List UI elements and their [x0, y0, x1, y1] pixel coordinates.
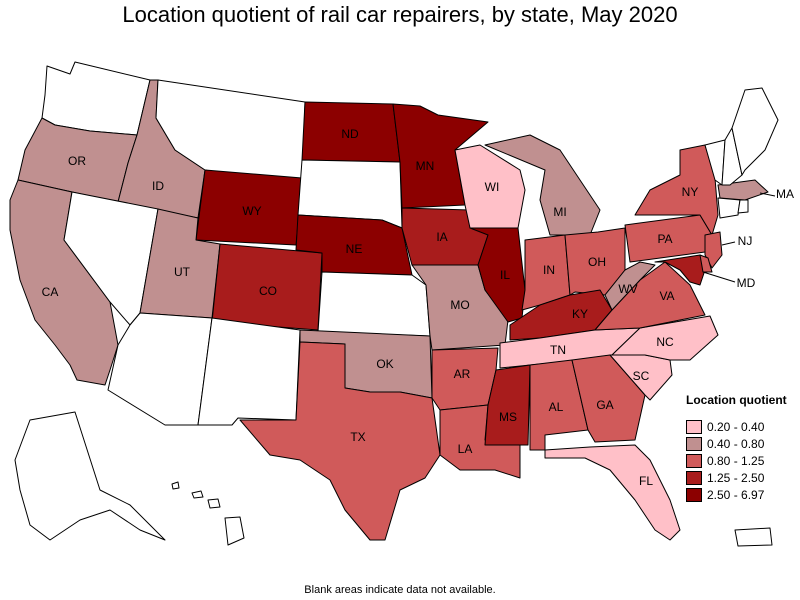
label-sc: SC	[633, 369, 650, 383]
label-nj: NJ	[738, 234, 753, 248]
label-md: MD	[737, 276, 756, 290]
legend-item: 2.50 - 6.97	[686, 486, 796, 503]
state-hi-1[interactable]	[171, 481, 180, 490]
state-de[interactable]	[699, 254, 713, 273]
state-ak[interactable]	[14, 411, 166, 541]
legend-swatch	[686, 419, 702, 434]
state-me[interactable]	[731, 87, 779, 176]
state-nm[interactable]	[197, 317, 301, 426]
label-nd: ND	[341, 127, 359, 141]
label-wi: WI	[485, 180, 500, 194]
label-wy: WY	[242, 204, 261, 218]
legend-label: 0.80 - 1.25	[707, 453, 765, 468]
legend-swatch	[686, 453, 702, 468]
state-az[interactable]	[107, 312, 213, 426]
legend: Location quotient 0.20 - 0.40 0.40 - 0.80…	[686, 393, 796, 503]
label-fl: FL	[639, 474, 653, 488]
nj-callout-line	[721, 241, 736, 246]
state-nh[interactable]	[721, 127, 743, 186]
state-pr[interactable]	[734, 527, 773, 547]
legend-label: 1.25 - 2.50	[707, 470, 765, 485]
legend-item: 0.80 - 1.25	[686, 452, 796, 469]
label-ar: AR	[454, 367, 471, 381]
label-wv: WV	[618, 282, 637, 296]
ma-callout-line	[759, 192, 776, 197]
legend-title: Location quotient	[686, 393, 787, 407]
state-nj[interactable]	[704, 231, 723, 269]
state-wi[interactable]	[454, 144, 526, 229]
state-hi-islands	[171, 481, 245, 546]
label-il: IL	[500, 268, 510, 282]
state-hi-2[interactable]	[191, 490, 204, 499]
label-ut: UT	[174, 265, 191, 279]
label-va: VA	[659, 289, 674, 303]
state-ms[interactable]	[484, 364, 531, 446]
state-wv[interactable]	[604, 261, 656, 311]
state-tx[interactable]	[239, 341, 441, 541]
state-mi[interactable]	[484, 134, 601, 236]
legend-label: 0.40 - 0.80	[707, 436, 765, 451]
state-il[interactable]	[469, 227, 526, 323]
label-nc: NC	[656, 335, 674, 349]
label-co: CO	[259, 284, 277, 298]
legend-item: 0.20 - 0.40	[686, 418, 796, 435]
map-title: Location quotient of rail car repairers,…	[122, 2, 678, 27]
state-hi-4[interactable]	[224, 516, 245, 546]
label-al: AL	[549, 400, 564, 414]
state-ks[interactable]	[317, 271, 431, 337]
footnote: Blank areas indicate data not available.	[304, 584, 496, 596]
label-ok: OK	[376, 357, 393, 371]
state-fl[interactable]	[544, 444, 681, 541]
legend-item: 0.40 - 0.80	[686, 435, 796, 452]
state-hi-3[interactable]	[207, 498, 221, 509]
label-tx: TX	[350, 430, 365, 444]
label-oh: OH	[588, 255, 606, 269]
label-ma: MA	[776, 187, 794, 201]
label-ms: MS	[499, 410, 517, 424]
label-mo: MO	[450, 298, 469, 312]
label-ia: IA	[436, 230, 447, 244]
legend-swatch	[686, 436, 702, 451]
state-ri[interactable]	[737, 199, 749, 214]
label-mi: MI	[553, 205, 566, 219]
label-ca: CA	[42, 285, 59, 299]
legend-swatch	[686, 470, 702, 485]
label-mn: MN	[416, 159, 435, 173]
legend-item: 1.25 - 2.50	[686, 469, 796, 486]
label-ga: GA	[596, 398, 613, 412]
legend-label: 2.50 - 6.97	[707, 487, 765, 502]
label-ny: NY	[682, 185, 699, 199]
md-callout-line	[702, 271, 736, 283]
label-in: IN	[543, 263, 555, 277]
legend-swatch	[686, 487, 702, 502]
label-id: ID	[152, 179, 164, 193]
label-tn: TN	[550, 343, 566, 357]
label-la: LA	[458, 442, 473, 456]
legend-label: 0.20 - 0.40	[707, 419, 765, 434]
state-ct[interactable]	[717, 197, 741, 219]
legend-items: 0.20 - 0.40 0.40 - 0.80 0.80 - 1.25 1.25 - …	[686, 418, 796, 503]
label-ne: NE	[346, 242, 363, 256]
label-or: OR	[68, 154, 86, 168]
state-wa[interactable]	[41, 61, 151, 136]
label-ky: KY	[572, 307, 588, 321]
label-pa: PA	[657, 232, 672, 246]
